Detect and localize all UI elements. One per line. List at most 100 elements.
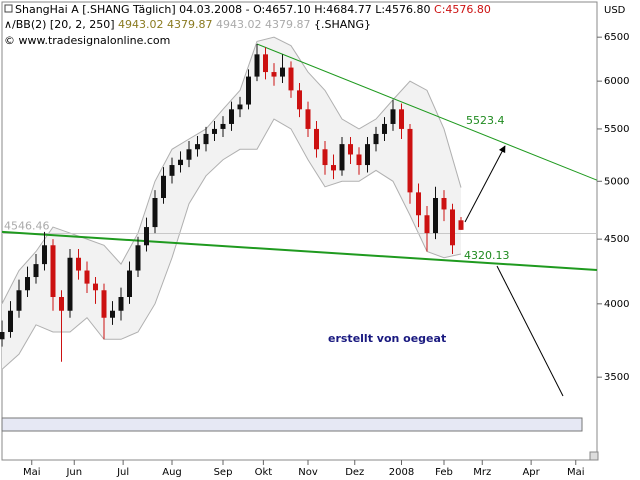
- candle-body: [186, 149, 192, 160]
- x-tick-label: Dez: [345, 467, 364, 478]
- x-tick-label: Nov: [298, 467, 318, 478]
- candle-body: [203, 133, 209, 145]
- candle-body: [195, 144, 200, 150]
- band-line: [1, 118, 462, 370]
- candle-body: [127, 270, 132, 298]
- currency: USD: [604, 5, 626, 16]
- candle-body: [16, 290, 22, 311]
- candle-body: [365, 144, 370, 166]
- arrow: [464, 145, 506, 223]
- y-tick-label: 4000: [604, 299, 629, 310]
- candle-body: [220, 123, 226, 129]
- candle-body: [161, 175, 166, 199]
- candle-body: [118, 297, 124, 311]
- arrow: [496, 265, 564, 397]
- band-label: 4379.87: [265, 18, 311, 31]
- candle-body: [433, 198, 438, 234]
- candle-body: [67, 257, 73, 311]
- plot: 4546.46: [0, 36, 598, 370]
- candle-body: [152, 198, 158, 228]
- resize-icon[interactable]: [589, 451, 599, 461]
- candle-body: [356, 154, 362, 166]
- candle-body: [144, 227, 149, 246]
- x-tick-label: Mai: [567, 467, 585, 478]
- close: C:4576.80: [434, 3, 491, 16]
- candle-body: [305, 109, 311, 129]
- candle-body: [169, 165, 175, 176]
- indicator: BB(2) [20, 2, 250]: [16, 18, 115, 31]
- candle-body: [178, 159, 183, 166]
- candle-body: [212, 128, 217, 134]
- trendline: [256, 43, 598, 181]
- trendline: [1, 230, 598, 272]
- candle-body: [288, 67, 294, 91]
- candle-body: [348, 144, 353, 155]
- x-tick-label: Okt: [255, 467, 273, 478]
- y-tick-label: 6500: [604, 32, 629, 43]
- candle-body: [441, 198, 447, 210]
- y-tick-label: 3500: [604, 372, 629, 383]
- scroll-bar[interactable]: [1, 417, 583, 432]
- candle-body: [390, 109, 396, 124]
- candle-body: [322, 149, 328, 166]
- candle-body: [280, 67, 285, 77]
- x-tick-label: Mai: [23, 467, 41, 478]
- header-line: ShangHai A [.SHANG Täglich] 04.03.2008 -…: [15, 3, 491, 16]
- candle-body: [254, 54, 260, 77]
- y-tick-label: 4500: [604, 234, 629, 245]
- annotation: 5523.4: [466, 114, 505, 127]
- band-label: 4379.87: [167, 18, 213, 31]
- candle-body: [42, 245, 47, 265]
- candle-body: [382, 123, 387, 134]
- watermark: erstellt von oegeat: [328, 332, 446, 345]
- candle-body: [84, 270, 90, 284]
- title: ShangHai A [.SHANG Täglich] 04.03.2008: [15, 3, 242, 16]
- band-label: 4943.02: [118, 18, 164, 31]
- candle-body: [314, 128, 319, 150]
- candle-body: [416, 192, 421, 216]
- y-tick-label: 6000: [604, 76, 629, 87]
- candle-body: [373, 133, 379, 145]
- annotation: 4320.13: [464, 249, 510, 262]
- candle-body: [246, 76, 251, 105]
- x-tick-label: 2008: [389, 467, 414, 478]
- candle-body: [229, 109, 234, 124]
- candle-body: [59, 297, 64, 311]
- candle-body: [135, 245, 141, 271]
- candle-body: [339, 144, 345, 171]
- candle-body: [93, 283, 98, 291]
- candle-body: [450, 209, 455, 246]
- x-tick-label: Apr: [522, 467, 540, 478]
- x-tick-label: Jun: [65, 467, 82, 478]
- candle-body: [33, 264, 39, 278]
- band-label: 4943.02: [216, 18, 262, 31]
- candle-body: [76, 257, 81, 271]
- x-tick-label: Sep: [214, 467, 233, 478]
- candle-body: [101, 290, 107, 318]
- candle-body: [399, 109, 404, 129]
- candle-body: [50, 245, 56, 298]
- candle-body: [407, 128, 413, 193]
- header-line: ∧/BB(2) [20, 2, 250] 4943.02 4379.87 494…: [4, 18, 371, 31]
- candle-body: [297, 90, 302, 110]
- candle-body: [110, 310, 115, 318]
- y-tick-label: 5500: [604, 124, 629, 135]
- candle-body: [25, 277, 30, 291]
- x-tick-label: Jul: [116, 467, 129, 478]
- icon[interactable]: [4, 4, 13, 13]
- x-tick-label: Mrz: [473, 467, 491, 478]
- ohlc: - O:4657.10 H:4684.77 L:4576.80: [246, 3, 431, 16]
- candle-body: [8, 310, 13, 332]
- candle-body: [237, 104, 243, 110]
- symbol: {.SHANG}: [314, 18, 371, 31]
- band-fill: [2, 37, 461, 370]
- candle-body: [263, 54, 268, 73]
- candle-body: [458, 220, 464, 230]
- candle-body: [0, 331, 5, 340]
- y-tick-label: 5000: [604, 176, 629, 187]
- candle-body: [331, 165, 336, 171]
- x-tick-label: Feb: [435, 467, 453, 478]
- reference-label: 4546.46: [4, 219, 50, 232]
- x-tick-label: Aug: [162, 467, 182, 478]
